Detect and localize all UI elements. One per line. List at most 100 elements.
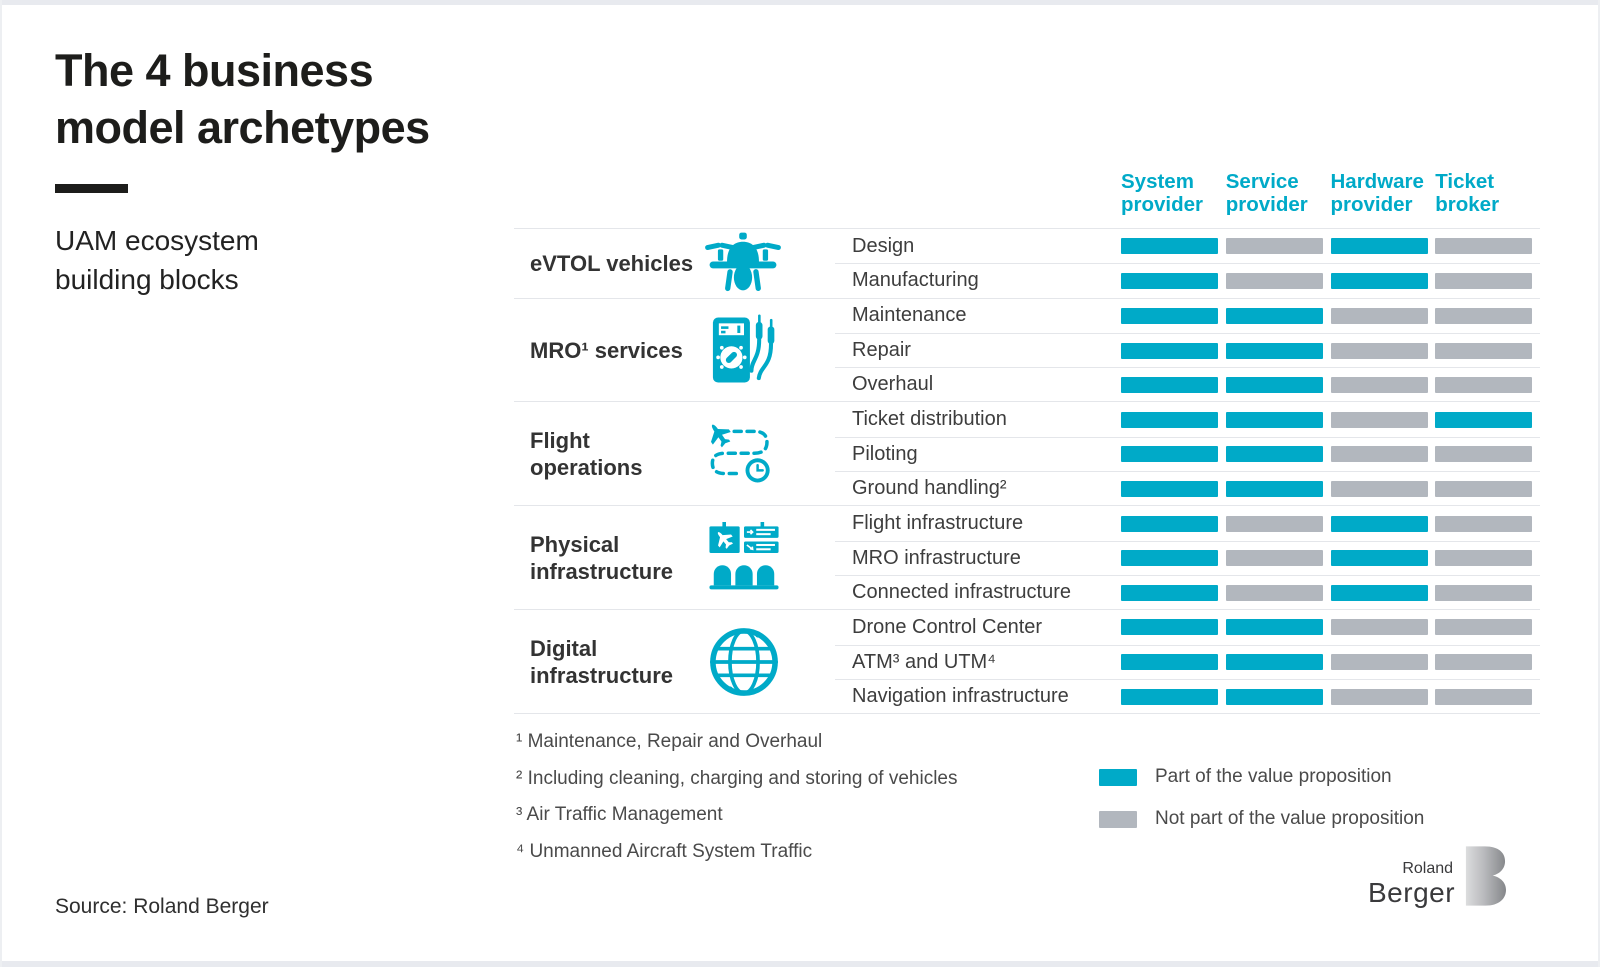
bar-active bbox=[1225, 307, 1323, 324]
bar-inactive bbox=[1330, 342, 1428, 359]
matrix-cell bbox=[1121, 263, 1226, 297]
airport-icon bbox=[709, 521, 779, 590]
logo-word-berger: Berger bbox=[1368, 877, 1456, 908]
bar-active bbox=[1225, 619, 1323, 636]
bar-inactive bbox=[1435, 272, 1533, 289]
bar-active bbox=[1121, 550, 1218, 567]
bar-active bbox=[1121, 688, 1218, 705]
matrix-cell bbox=[1121, 332, 1226, 367]
bar-active bbox=[1225, 342, 1323, 359]
bar-inactive bbox=[1225, 515, 1323, 532]
bar-active bbox=[1121, 272, 1218, 289]
column-header-system-provider: System provider bbox=[1121, 170, 1204, 216]
matrix-cell bbox=[1330, 402, 1436, 436]
bar-active bbox=[1225, 654, 1323, 671]
footnote-4: ⁴ Unmanned Aircraft System Traffic bbox=[516, 840, 813, 862]
legend-item-not-part: Not part of the value proposition bbox=[1099, 808, 1424, 830]
bar-active bbox=[1121, 584, 1218, 601]
bar-inactive bbox=[1225, 584, 1323, 601]
matrix-cell bbox=[1121, 678, 1226, 713]
bar-active bbox=[1121, 307, 1218, 324]
row-label: ATM³ and UTM⁴ bbox=[835, 644, 1121, 679]
matrix-cell bbox=[1225, 506, 1331, 540]
category-label: Physical infrastructure bbox=[530, 531, 674, 584]
matrix-cell bbox=[1330, 229, 1436, 263]
matrix-cell bbox=[1330, 540, 1436, 575]
bottom-edge-strip bbox=[0, 961, 1600, 967]
matrix-cell bbox=[1435, 574, 1540, 609]
matrix-cell bbox=[1225, 678, 1331, 713]
bar-inactive bbox=[1225, 238, 1323, 255]
matrix-cell bbox=[1435, 402, 1540, 436]
bar-active bbox=[1121, 411, 1218, 428]
bar-inactive bbox=[1330, 446, 1428, 463]
column-header-hardware-provider: Hardware provider bbox=[1330, 170, 1424, 216]
title-block: The 4 business model archetypes UAM ecos… bbox=[55, 42, 495, 299]
bar-active bbox=[1225, 446, 1323, 463]
category-group: Flight operations Ticket distribution Pil… bbox=[514, 401, 1540, 505]
matrix-cell bbox=[1435, 367, 1540, 401]
bar-inactive bbox=[1435, 307, 1533, 324]
bar-active bbox=[1330, 272, 1428, 289]
matrix-cell bbox=[1330, 678, 1436, 713]
matrix-cell bbox=[1225, 229, 1331, 263]
matrix-cell bbox=[1121, 644, 1226, 679]
matrix-cell bbox=[1225, 436, 1331, 471]
footnote-3: ³ Air Traffic Management bbox=[516, 804, 723, 825]
row-label: Overhaul bbox=[835, 367, 1121, 401]
top-edge-strip bbox=[0, 0, 1600, 5]
legend: Part of the value proposition Not part o… bbox=[1099, 766, 1424, 850]
bar-inactive bbox=[1330, 307, 1428, 324]
category-group: MRO¹ services Maintenance Repair Overhaul bbox=[514, 297, 1540, 402]
row-label: Navigation infrastructure bbox=[835, 678, 1121, 713]
globe-icon bbox=[709, 627, 779, 696]
bar-inactive bbox=[1330, 688, 1428, 705]
legend-swatch-not-part bbox=[1099, 810, 1137, 828]
bar-inactive bbox=[1435, 584, 1533, 601]
row-label: Design bbox=[852, 234, 915, 257]
logo-text: Roland Berger bbox=[1368, 861, 1455, 907]
matrix-cell bbox=[1225, 540, 1331, 575]
matrix-cell bbox=[1330, 644, 1436, 679]
matrix-cell bbox=[1225, 644, 1331, 679]
bar-inactive bbox=[1435, 480, 1533, 497]
bar-inactive bbox=[1435, 238, 1533, 255]
drone-icon bbox=[705, 232, 781, 292]
roland-berger-logo-mark bbox=[1465, 846, 1507, 906]
matrix-cell bbox=[1121, 540, 1226, 575]
matrix-cell bbox=[1330, 436, 1436, 471]
legend-item-part: Part of the value proposition bbox=[1099, 766, 1424, 788]
bar-active bbox=[1121, 619, 1218, 636]
matrix-cell bbox=[1330, 610, 1436, 644]
category-cell: MRO¹ services bbox=[514, 299, 835, 402]
matrix-cell bbox=[1435, 332, 1540, 367]
matrix-header: System provider Service provider Hardwar… bbox=[514, 170, 1540, 228]
matrix-cell bbox=[1225, 574, 1331, 609]
matrix-cell bbox=[1121, 402, 1226, 436]
bar-active bbox=[1225, 688, 1323, 705]
matrix-cell bbox=[1435, 436, 1540, 471]
page-subtitle: UAM ecosystem building blocks bbox=[55, 225, 259, 295]
column-header-service-provider: Service provider bbox=[1225, 170, 1308, 216]
matrix-cell bbox=[1225, 402, 1331, 436]
matrix-cell bbox=[1330, 332, 1436, 367]
row-label: Maintenance bbox=[852, 304, 967, 327]
category-group: Digital infrastructure Drone Control Cen… bbox=[514, 609, 1540, 713]
category-cell: Digital infrastructure bbox=[514, 610, 835, 713]
matrix-cell bbox=[1435, 506, 1540, 540]
bar-active bbox=[1121, 446, 1218, 463]
bar-inactive bbox=[1330, 411, 1428, 428]
roland-berger-logo: Roland Berger bbox=[1368, 845, 1507, 907]
category-label: MRO¹ services bbox=[530, 337, 683, 363]
bar-inactive bbox=[1435, 550, 1533, 567]
row-label: MRO infrastructure bbox=[835, 540, 1121, 575]
bar-active bbox=[1121, 342, 1218, 359]
row-label: Connected infrastructure bbox=[835, 574, 1121, 609]
matrix-cell bbox=[1121, 367, 1226, 401]
matrix-cell bbox=[1225, 332, 1331, 367]
matrix-cell bbox=[1435, 299, 1540, 333]
multimeter-icon bbox=[712, 314, 775, 383]
legend-swatch-part bbox=[1099, 768, 1137, 786]
matrix-cell bbox=[1121, 506, 1226, 540]
legend-label-part: Part of the value proposition bbox=[1155, 766, 1392, 787]
